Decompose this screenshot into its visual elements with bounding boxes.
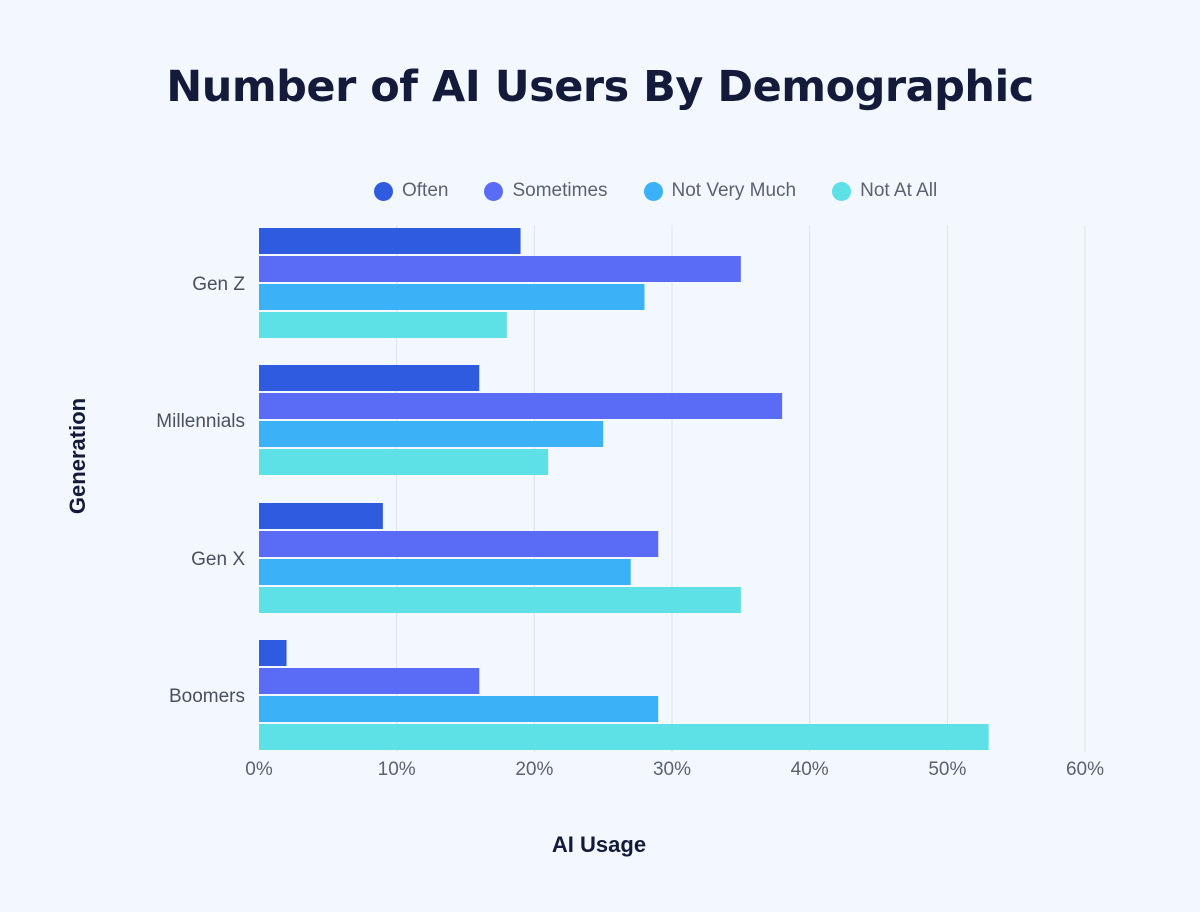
category-label-gen-z: Gen Z	[192, 274, 245, 295]
legend-item-sometimes: Sometimes	[484, 180, 608, 202]
legend-item-often: Often	[374, 180, 448, 202]
bar-boomers-sometimes	[259, 668, 480, 694]
bar-millennials-not-very-much	[259, 421, 604, 447]
tick-layer: 0% 10% 20% 30% 40% 50% 60%	[245, 759, 1104, 780]
category-label-boomers: Boomers	[169, 686, 245, 707]
bar-gen-x-not-at-all	[259, 587, 741, 613]
x-tick-label-30: 30%	[653, 759, 691, 780]
bar-millennials-not-at-all	[259, 449, 549, 475]
legend-swatch-not-very-much	[643, 181, 663, 201]
legend-item-not-at-all: Not At All	[832, 180, 937, 202]
category-label-millennials: Millennials	[156, 411, 245, 432]
y-axis-title: Generation	[65, 398, 90, 514]
legend-label-not-at-all: Not At All	[860, 180, 938, 201]
legend-label-sometimes: Sometimes	[512, 180, 608, 201]
legend-swatch-not-at-all	[832, 181, 852, 201]
bar-boomers-not-at-all	[259, 724, 989, 750]
legend-item-not-very-much: Not Very Much	[643, 180, 797, 202]
bar-boomers-not-very-much	[259, 696, 659, 722]
x-tick-label-40: 40%	[791, 759, 829, 780]
legend-swatch-sometimes	[484, 181, 504, 201]
bar-gen-z-not-at-all	[259, 312, 507, 338]
bar-gen-x-not-very-much	[259, 559, 631, 585]
bar-millennials-often	[259, 365, 480, 391]
x-tick-label-10: 10%	[378, 759, 416, 780]
x-tick-label-50: 50%	[928, 759, 966, 780]
bar-gen-z-not-very-much	[259, 284, 645, 310]
x-axis-title: AI Usage	[552, 832, 646, 857]
bar-gen-x-often	[259, 503, 383, 529]
bar-gen-x-sometimes	[259, 531, 659, 557]
bar-layer	[259, 228, 989, 750]
x-tick-label-20: 20%	[515, 759, 553, 780]
category-layer: Gen Z Millennials Gen X Boomers	[156, 274, 245, 707]
legend-swatch-often	[374, 181, 393, 201]
bar-millennials-sometimes	[259, 393, 783, 419]
legend: Often Sometimes Not Very Much Not At All	[374, 180, 937, 202]
legend-label-not-very-much: Not Very Much	[671, 180, 797, 201]
chart-title: Number of AI Users By Demographic	[166, 62, 1034, 112]
category-label-gen-x: Gen X	[191, 549, 245, 570]
x-tick-label-0: 0%	[245, 759, 273, 780]
x-tick-label-60: 60%	[1066, 759, 1104, 780]
bar-boomers-often	[259, 640, 287, 666]
bar-gen-z-often	[259, 228, 521, 254]
legend-label-often: Often	[402, 180, 449, 201]
bar-gen-z-sometimes	[259, 256, 741, 282]
